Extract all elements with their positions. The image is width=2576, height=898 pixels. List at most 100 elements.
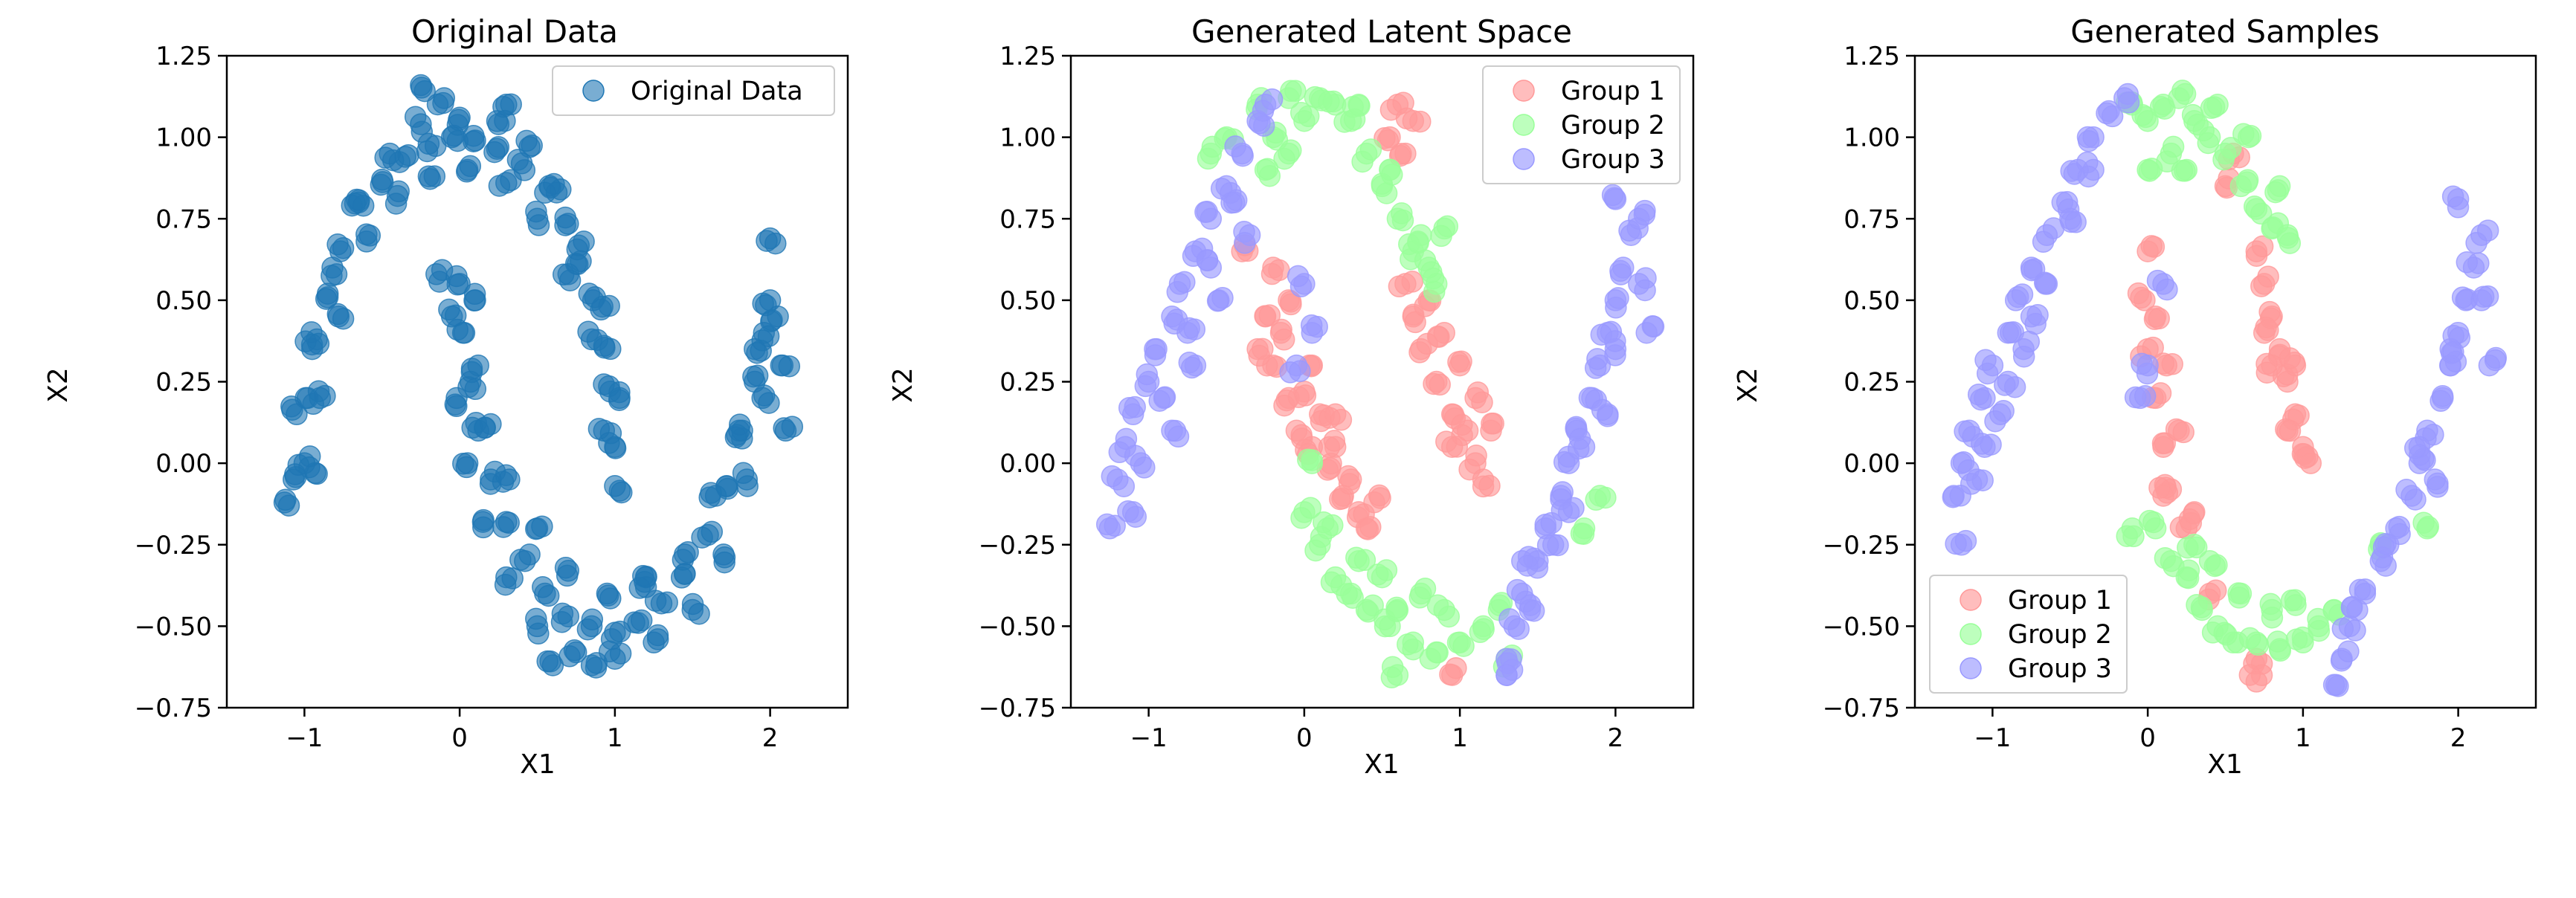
data-point <box>419 167 442 190</box>
y-tick-label: −0.50 <box>979 612 1056 642</box>
data-point <box>2284 594 2307 616</box>
data-point <box>2190 596 2213 618</box>
data-point <box>736 475 759 497</box>
x-tick-label: 2 <box>1608 723 1624 753</box>
data-point <box>2441 185 2464 207</box>
data-point <box>1280 139 1302 162</box>
data-point <box>444 393 467 416</box>
data-point <box>1414 577 1437 600</box>
data-point <box>316 286 339 309</box>
data-point <box>536 650 558 673</box>
data-point <box>2456 251 2479 274</box>
data-point <box>596 584 619 607</box>
data-point <box>2257 319 2279 341</box>
data-point <box>578 282 601 305</box>
data-point <box>381 149 405 172</box>
data-point <box>576 618 599 641</box>
data-point <box>1287 265 1310 288</box>
data-point <box>1447 351 1469 373</box>
data-point <box>1404 311 1426 334</box>
data-point <box>1294 384 1317 407</box>
data-point <box>760 310 782 332</box>
data-point <box>1323 430 1346 452</box>
y-tick-label: 1.25 <box>1844 42 1900 71</box>
data-point <box>341 194 364 217</box>
data-point <box>2255 352 2278 375</box>
data-point <box>1117 500 1139 523</box>
data-point <box>1381 164 1403 186</box>
y-tick-label: 0.00 <box>155 449 212 479</box>
data-point <box>444 304 467 327</box>
data-point <box>677 541 699 563</box>
data-point <box>2064 211 2087 233</box>
legend: Group 1 Group 2 Group 3 <box>1482 65 1681 184</box>
data-point <box>1118 396 1141 419</box>
legend-label: Group 3 <box>2008 654 2112 684</box>
data-point <box>1974 349 1997 372</box>
data-point <box>2264 181 2287 204</box>
x-tick-label: 0 <box>451 723 468 753</box>
data-point <box>2238 627 2261 650</box>
series-group-3 <box>1095 88 1665 686</box>
data-point <box>527 214 550 236</box>
data-point <box>713 546 736 569</box>
data-point <box>1395 107 1418 130</box>
chart-title: Original Data <box>411 13 618 50</box>
data-point <box>2140 158 2163 180</box>
data-point <box>611 481 633 504</box>
data-point <box>1478 474 1501 497</box>
data-point <box>688 602 710 625</box>
data-point <box>758 392 780 414</box>
data-point <box>773 417 795 439</box>
data-point <box>2427 472 2449 495</box>
data-point <box>1471 391 1493 413</box>
y-tick-label: 0.25 <box>1844 368 1900 398</box>
data-point <box>326 303 350 326</box>
data-point <box>2344 619 2366 642</box>
data-point <box>2250 275 2273 297</box>
data-point <box>2279 347 2302 369</box>
data-point <box>1423 280 1446 303</box>
data-point <box>2206 554 2228 576</box>
data-point <box>1148 390 1171 412</box>
data-point <box>1206 290 1229 312</box>
data-point <box>1297 448 1319 471</box>
data-point <box>2395 479 2418 501</box>
data-point <box>1104 514 1126 537</box>
data-point <box>1173 271 1196 294</box>
y-tick-label: 1.00 <box>155 123 212 153</box>
data-point <box>552 263 575 286</box>
data-point <box>2259 592 2282 616</box>
data-point <box>2325 674 2348 697</box>
panel-original-data: Original Data X1 X2 −1 0 1 2 −0.75 −0.50 −0.25… <box>43 13 849 780</box>
plot-area: −1 0 1 2 −0.75 −0.50 −0.25 0.00 0.25 0.50 0.75 1.00… <box>1823 42 2537 753</box>
legend-label: Group 1 <box>2008 586 2112 616</box>
data-point <box>1609 259 1632 282</box>
data-point <box>726 424 748 446</box>
data-point <box>1136 363 1159 386</box>
x-tick-label: 1 <box>1452 723 1468 753</box>
data-point <box>1522 599 1545 622</box>
data-point <box>1320 571 1343 594</box>
data-point <box>2340 595 2363 618</box>
data-point <box>488 175 511 197</box>
data-point <box>1551 499 1574 522</box>
data-point <box>306 462 328 485</box>
data-point <box>495 464 518 486</box>
legend-marker <box>1960 623 1982 645</box>
data-point <box>527 622 550 645</box>
data-point <box>701 520 724 543</box>
data-point <box>1601 184 1624 207</box>
x-tick-label: 0 <box>1296 723 1313 753</box>
data-point <box>585 656 608 679</box>
series-original-data <box>273 74 804 679</box>
panel-generated-samples: Generated Samples X1 X2 −1 0 1 2−0.75−0.50−… <box>1733 13 2537 780</box>
data-point <box>1994 374 2016 396</box>
y-tick-label: 0.75 <box>155 204 212 234</box>
data-point <box>1144 344 1167 366</box>
data-point <box>1115 427 1138 450</box>
data-point <box>2431 384 2454 407</box>
data-point <box>1954 420 1976 443</box>
data-point <box>1234 232 1256 254</box>
data-point <box>2354 578 2377 601</box>
